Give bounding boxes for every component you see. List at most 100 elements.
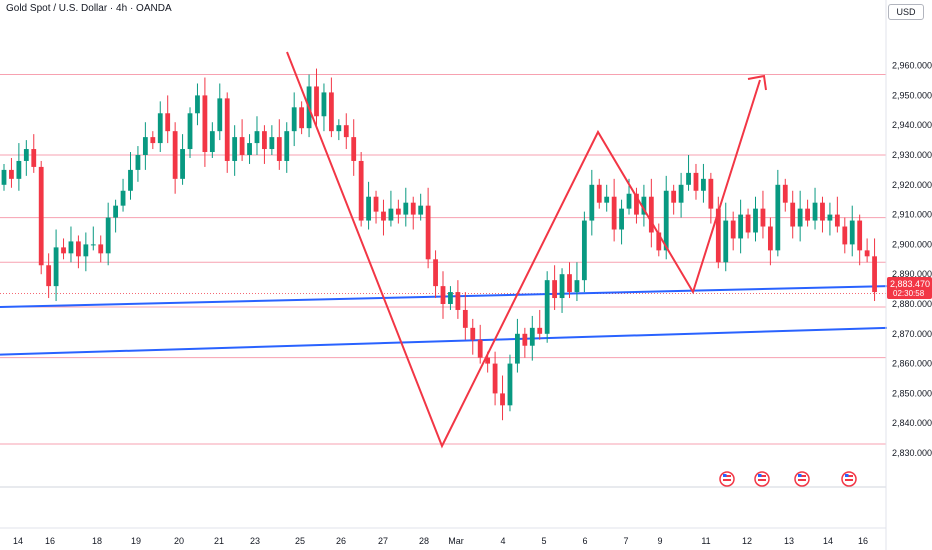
us-flag-event-icon[interactable] — [841, 471, 857, 487]
time-tick-label: 7 — [623, 536, 628, 546]
candle-body — [671, 190, 677, 203]
candle-body — [135, 155, 141, 170]
candle-body — [790, 202, 796, 227]
us-flag-event-icon[interactable] — [754, 471, 770, 487]
candle-body — [641, 196, 647, 215]
time-tick-label: 20 — [174, 536, 184, 546]
price-tag-countdown: 02:30:58 — [893, 289, 925, 298]
time-tick-label: 14 — [823, 536, 833, 546]
candle-body — [68, 241, 74, 254]
candle-body — [701, 178, 706, 191]
candle-body — [247, 143, 252, 155]
candle-body — [745, 214, 751, 233]
candle-body — [648, 196, 654, 233]
candle-body — [477, 339, 483, 358]
price-tag-bg — [887, 277, 932, 299]
time-tick-label: 16 — [858, 536, 868, 546]
candle-body — [529, 327, 535, 346]
candle-body — [544, 280, 550, 334]
candle-body — [195, 95, 200, 114]
candle-body — [381, 211, 386, 221]
candle-body — [239, 137, 245, 155]
price-tick-label: 2,870.000 — [892, 329, 932, 339]
candle-body — [150, 137, 156, 144]
last-price-tag: 2,883.470 02:30:58 — [887, 277, 932, 299]
candle-body — [767, 226, 773, 251]
time-tick-label: 16 — [45, 536, 55, 546]
candle-body — [31, 149, 37, 167]
candle-body — [462, 309, 468, 328]
candle-body — [663, 190, 669, 251]
candle-body — [626, 193, 632, 209]
candle-body — [410, 202, 416, 215]
candle-body — [314, 86, 319, 117]
arrow-head — [747, 74, 767, 91]
price-tick-label: 2,860.000 — [892, 359, 932, 369]
candle-body — [418, 205, 424, 215]
us-flag-event-icon[interactable] — [794, 471, 810, 487]
candle-body — [567, 274, 572, 293]
us-flag-event-icon[interactable] — [719, 471, 735, 487]
candle-body — [217, 98, 223, 132]
candle-body — [872, 256, 877, 293]
candle-body — [262, 131, 267, 150]
candle-body — [76, 241, 81, 257]
candle-body — [738, 214, 744, 239]
candle-body — [708, 178, 714, 209]
candle-body — [686, 172, 691, 185]
price-tick-label: 2,830.000 — [892, 448, 932, 458]
candle-body — [797, 208, 803, 227]
price-tick-label: 2,960.000 — [892, 61, 932, 71]
candle-body — [559, 274, 565, 299]
price-tick-label: 2,910.000 — [892, 210, 932, 220]
candle-body — [433, 259, 438, 287]
candle-body — [864, 250, 870, 257]
candle-body — [157, 113, 163, 144]
candle-body — [83, 244, 89, 257]
candle-body — [604, 196, 610, 203]
candle-body — [187, 113, 193, 150]
candle-body — [328, 92, 334, 132]
time-tick-label: 28 — [419, 536, 429, 546]
candle-body — [842, 226, 848, 245]
candle-body — [142, 137, 148, 155]
candle-body — [284, 131, 290, 161]
time-tick-label: 11 — [701, 536, 710, 546]
candle-body — [715, 208, 721, 263]
price-axis: 2,830.000 2,840.000 2,850.000 2,860.000 2,87… — [892, 61, 932, 458]
candle-body — [276, 137, 282, 161]
candle-body — [9, 169, 14, 179]
trendline-lower[interactable] — [0, 326, 888, 356]
time-tick-label: 19 — [131, 536, 141, 546]
price-tick-label: 2,840.000 — [892, 418, 932, 428]
candle-body — [827, 214, 833, 221]
price-tick-label: 2,880.000 — [892, 299, 932, 309]
candle-body — [470, 327, 476, 340]
candle-body — [448, 292, 453, 304]
candle-body — [254, 131, 260, 144]
price-tick-label: 2,920.000 — [892, 180, 932, 190]
candle-body — [782, 184, 788, 203]
candle-body — [812, 202, 818, 221]
time-tick-label: 26 — [336, 536, 346, 546]
candle-body — [760, 208, 766, 227]
candle-body — [552, 280, 558, 299]
candle-body — [388, 208, 394, 221]
time-tick-label: 23 — [250, 536, 260, 546]
candle-body — [321, 92, 327, 117]
candle-body — [373, 196, 379, 212]
candle-body — [232, 137, 238, 161]
time-tick-label: 25 — [295, 536, 305, 546]
time-tick-label: 9 — [657, 536, 662, 546]
candle-body — [46, 265, 52, 287]
w-pattern-path[interactable] — [286, 51, 761, 449]
candle-body — [358, 160, 364, 221]
candle-body — [38, 166, 44, 266]
time-tick-label: 4 — [500, 536, 505, 546]
pattern-drawing — [286, 51, 767, 449]
currency-button[interactable]: USD — [888, 4, 924, 20]
candle-body — [656, 232, 662, 251]
price-tick-label: 2,900.000 — [892, 239, 932, 249]
candle-body — [634, 193, 639, 215]
